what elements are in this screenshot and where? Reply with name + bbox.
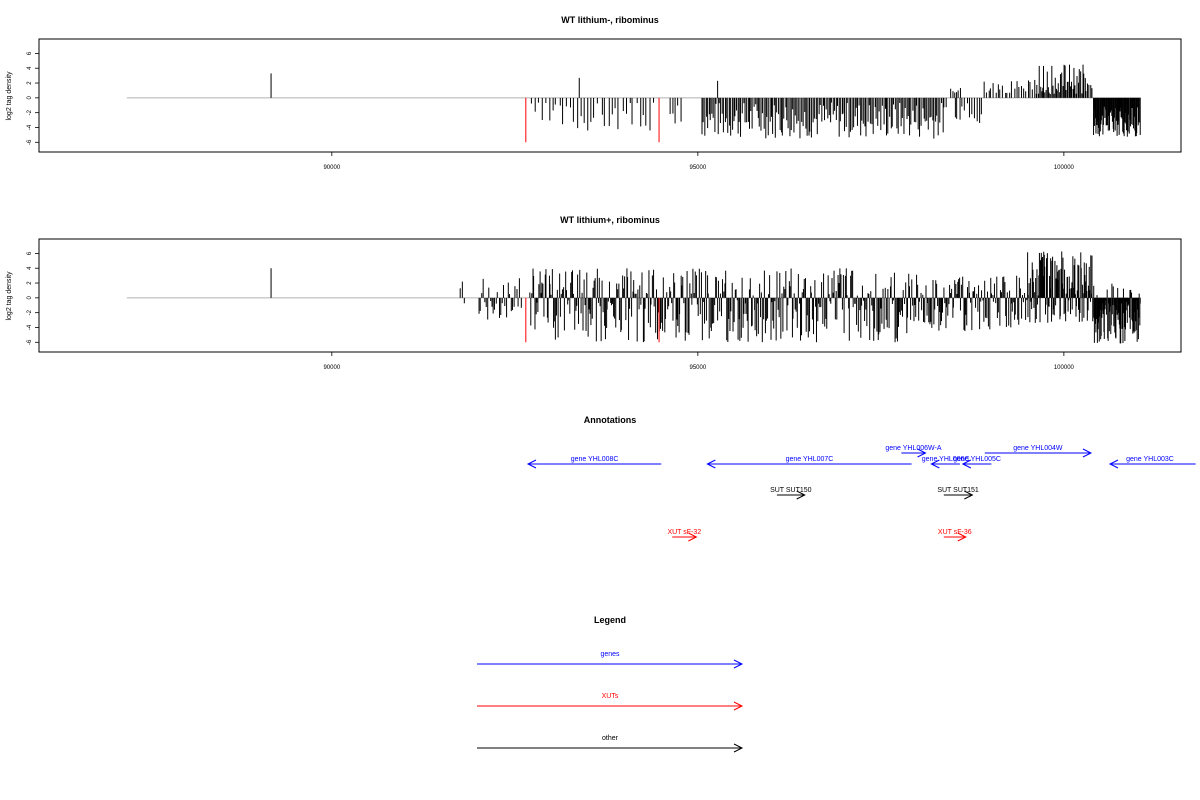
annotation-label: gene YHL006W-A bbox=[885, 445, 941, 452]
annotation-label: XUT sF-32 bbox=[667, 529, 701, 536]
y-tick-label: 2 bbox=[27, 81, 33, 85]
annotation-label: gene YHL006C bbox=[922, 456, 970, 463]
y-axis: -6 -4 -2 0 2 4 6 bbox=[27, 51, 39, 145]
y-tick-label: -6 bbox=[27, 139, 33, 145]
annotation-arrow bbox=[706, 459, 912, 469]
track-title: WT lithium+, ribominus bbox=[560, 215, 660, 225]
y-tick-label: 2 bbox=[27, 281, 33, 285]
legend-label: other bbox=[602, 735, 619, 742]
y-tick-label: -2 bbox=[27, 109, 33, 115]
annotation-label: gene YHL005C bbox=[953, 456, 1001, 463]
legend-arrow bbox=[477, 659, 744, 669]
x-tick-label: 90000 bbox=[323, 365, 340, 371]
annotation-arrow bbox=[776, 490, 806, 500]
x-tick-label: 95000 bbox=[690, 165, 707, 171]
y-tick-label: 0 bbox=[27, 96, 33, 100]
y-axis-label: log2 tag density bbox=[6, 271, 13, 321]
y-tick-label: 6 bbox=[27, 51, 33, 55]
plot-frame bbox=[38, 38, 1182, 153]
annotation-label: gene YHL008C bbox=[571, 456, 619, 463]
x-axis: 90000 95000 100000 bbox=[323, 352, 1075, 371]
y-tick-label: -4 bbox=[27, 324, 33, 330]
legend-title: Legend bbox=[594, 615, 626, 625]
annotation-arrow bbox=[943, 490, 974, 500]
annotation-label: SUT SUT150 bbox=[770, 487, 812, 494]
density-bars bbox=[270, 251, 1141, 344]
annotation-arrow bbox=[672, 532, 698, 542]
y-axis-label: log2 tag density bbox=[6, 71, 13, 121]
annotation-arrow bbox=[526, 459, 662, 469]
annotation-items: gene YHL008C gene YHL007C gene YHL006W-A ge… bbox=[526, 445, 1196, 542]
annotations-title: Annotations bbox=[584, 415, 637, 425]
annotation-arrow bbox=[1108, 459, 1196, 469]
annotation-label: XUT sF-36 bbox=[938, 529, 972, 536]
annotation-arrow bbox=[901, 448, 927, 458]
track-panel-lithium-minus: WT lithium-, ribominus log2 tag density … bbox=[6, 15, 1182, 171]
legend-label: XUTs bbox=[602, 693, 619, 700]
annotation-label: gene YHL003C bbox=[1126, 456, 1174, 463]
legend: Legend genes XUTs other bbox=[477, 615, 744, 753]
annotation-arrow bbox=[943, 532, 967, 542]
legend-label: genes bbox=[600, 651, 620, 658]
annotation-arrow bbox=[961, 459, 992, 469]
annotation-arrow bbox=[984, 448, 1093, 458]
y-tick-label: -4 bbox=[27, 124, 33, 130]
legend-arrow bbox=[477, 743, 744, 753]
x-tick-label: 100000 bbox=[1054, 165, 1075, 171]
y-tick-label: -6 bbox=[27, 339, 33, 345]
annotation-label: SUT SUT151 bbox=[937, 487, 979, 494]
y-tick-label: 6 bbox=[27, 251, 33, 255]
annotation-label: gene YHL007C bbox=[786, 456, 834, 463]
plot-frame bbox=[38, 238, 1182, 353]
annotations-panel: Annotations gene YHL008C gene YHL007Cgene… bbox=[526, 415, 1196, 542]
x-tick-label: 95000 bbox=[690, 365, 707, 371]
track-title: WT lithium-, ribominus bbox=[561, 15, 659, 25]
legend-items: genes XUTs other bbox=[477, 651, 744, 753]
x-axis: 90000 95000 100000 bbox=[323, 152, 1075, 171]
y-tick-label: -2 bbox=[27, 309, 33, 315]
y-axis: -6 -4 -2 0 2 4 6 bbox=[27, 251, 39, 345]
track-panel-lithium-plus: WT lithium+, ribominus log2 tag density … bbox=[6, 215, 1182, 371]
y-tick-label: 4 bbox=[27, 66, 33, 70]
y-tick-label: 0 bbox=[27, 296, 33, 300]
x-tick-label: 100000 bbox=[1054, 365, 1075, 371]
legend-arrow bbox=[477, 701, 744, 711]
annotation-label: gene YHL004W bbox=[1013, 445, 1063, 452]
x-tick-label: 90000 bbox=[323, 165, 340, 171]
y-tick-label: 4 bbox=[27, 266, 33, 270]
annotation-arrow bbox=[930, 459, 960, 469]
density-bars bbox=[270, 64, 1141, 143]
